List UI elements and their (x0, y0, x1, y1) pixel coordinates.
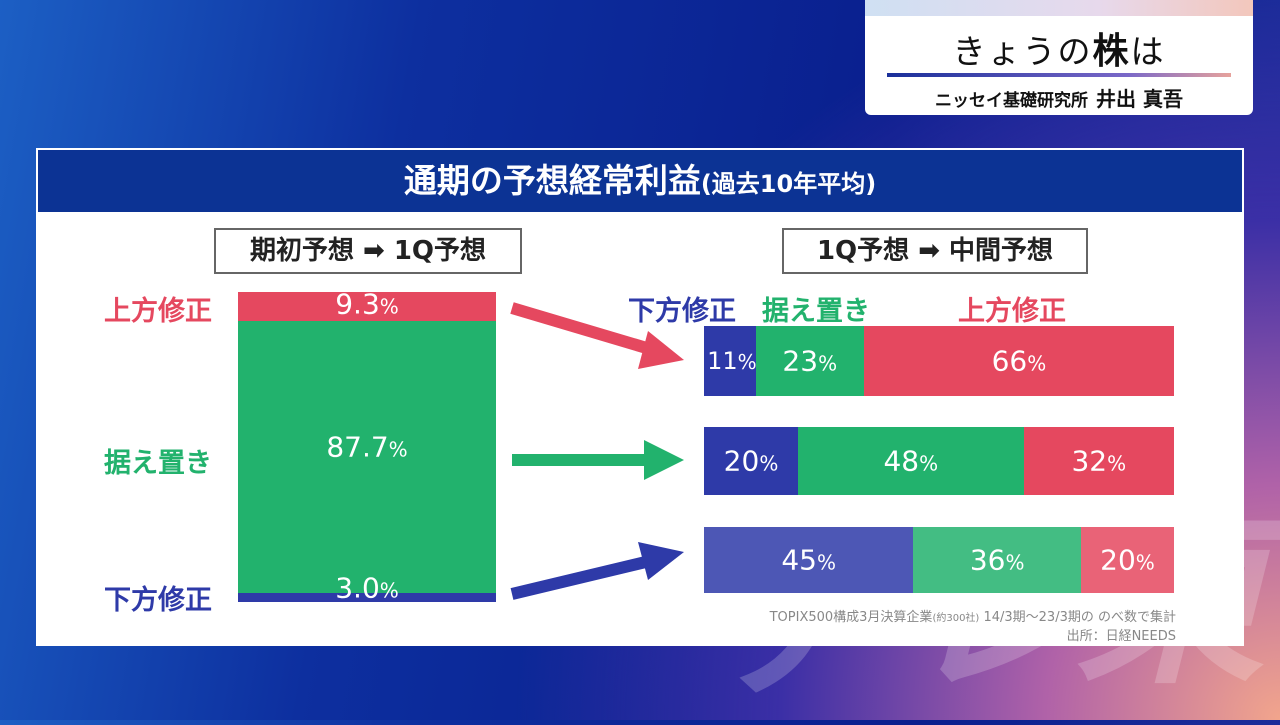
caption-top-bar (865, 0, 1253, 16)
source-small-text: (約300社) (932, 613, 980, 624)
panel-subtitle: (過去10年平均) (700, 170, 877, 198)
right-bar-from-keep: 20% 48% 32% (704, 427, 1174, 495)
chart-panel: 通期の予想経常利益(過去10年平均) 期初予想 ➡ 1Q予想 1Q予想 ➡ 中間… (36, 148, 1244, 646)
bar-value-down: 20% (723, 444, 779, 478)
left-label-down: 下方修正 (104, 585, 212, 616)
flow-arrows (510, 302, 684, 600)
source-text-end: 14/3期～23/3期の のべ数で集計 (983, 610, 1176, 625)
segment-down (704, 326, 756, 396)
segment-down (704, 427, 798, 495)
program-title-pre: きょうの (952, 32, 1093, 71)
segment-up (238, 292, 496, 321)
caption-rule (887, 73, 1231, 77)
right-bar-from-down: 45% 36% 20% (704, 527, 1174, 593)
bar-value-keep: 36% (969, 543, 1025, 577)
left-label-keep: 据え置き (104, 448, 212, 479)
bar-value-keep: 23% (782, 344, 838, 378)
left-value-keep: 87.7% (326, 430, 408, 464)
source-line-2: 出所：日経NEEDS (1066, 629, 1176, 644)
panel-title: 通期の予想経常利益 (403, 161, 701, 200)
arrow-keep-to-right (512, 440, 684, 480)
speaker-org: ニッセイ基礎研究所 (935, 91, 1089, 111)
arrow-down-to-right (510, 542, 684, 600)
panel-header: 通期の予想経常利益(過去10年平均) (38, 150, 1242, 212)
program-title: きょうの株は (865, 22, 1253, 74)
segment-up (1023, 427, 1174, 495)
program-caption: きょうの株は ニッセイ基礎研究所 井出 真吾 (865, 0, 1253, 115)
right-legend-down: 下方修正 (628, 296, 736, 327)
segment-up (863, 326, 1174, 396)
bar-value-up: 32% (1071, 444, 1127, 478)
left-label-up: 上方修正 (104, 296, 212, 327)
bar-value-up: 20% (1100, 543, 1155, 577)
source-line-1: TOPIX500構成3月決算企業(約300社) 14/3期～23/3期の のべ数… (770, 606, 1176, 625)
right-bar-from-up: 11% 23% 66% (704, 326, 1174, 396)
source-text: TOPIX500構成3月決算企業 (769, 610, 933, 625)
program-title-post: は (1130, 32, 1166, 71)
arrow-up-to-right (510, 302, 684, 369)
left-stacked-column: 9.3% 87.7% 3.0% (238, 292, 496, 602)
left-value-down: 3.0% (335, 571, 399, 603)
right-legend-keep: 据え置き (762, 296, 870, 327)
segment-down (704, 527, 914, 593)
bar-value-down: 45% (781, 543, 837, 577)
segment-keep (755, 326, 864, 396)
right-legend-up: 上方修正 (958, 296, 1066, 327)
segment-up (1080, 527, 1174, 593)
segment-keep (238, 320, 496, 593)
segment-keep (913, 527, 1081, 593)
speaker-line: ニッセイ基礎研究所 井出 真吾 (865, 83, 1253, 112)
left-value-up: 9.3% (335, 292, 399, 321)
segment-keep (798, 427, 1024, 495)
right-chart-title: 1Q予想 ➡ 中間予想 (782, 228, 1088, 274)
left-chart-title: 期初予想 ➡ 1Q予想 (214, 228, 522, 274)
bar-value-up: 66% (991, 344, 1047, 378)
bar-value-keep: 48% (883, 444, 939, 478)
speaker-name: 井出 真吾 (1096, 87, 1183, 111)
segment-down (238, 592, 496, 602)
program-title-bold: 株 (1092, 31, 1131, 72)
bar-value-down: 11% (707, 347, 757, 375)
